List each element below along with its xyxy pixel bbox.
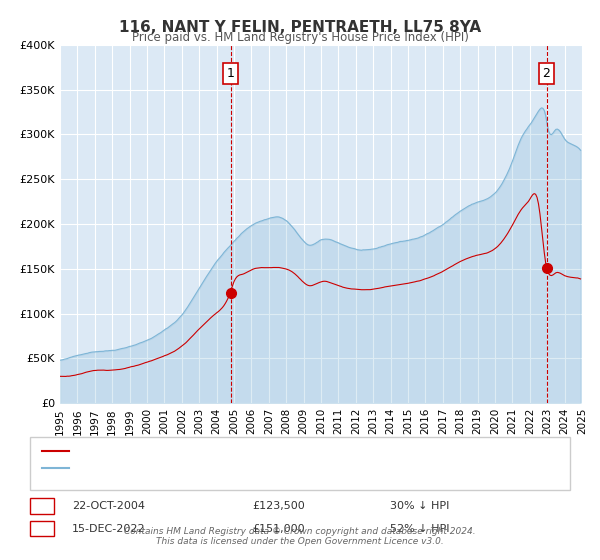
Text: 2: 2 (38, 522, 46, 535)
Text: 52% ↓ HPI: 52% ↓ HPI (390, 524, 449, 534)
Text: 22-OCT-2004: 22-OCT-2004 (72, 501, 145, 511)
Text: £151,000: £151,000 (252, 524, 305, 534)
Text: 2: 2 (542, 67, 550, 80)
Text: 116, NANT Y FELIN, PENTRAETH, LL75 8YA: 116, NANT Y FELIN, PENTRAETH, LL75 8YA (119, 20, 481, 35)
Text: HPI: Average price, detached house, Isle of Anglesey: HPI: Average price, detached house, Isle… (72, 463, 347, 473)
Text: 15-DEC-2022: 15-DEC-2022 (72, 524, 146, 534)
Text: £123,500: £123,500 (252, 501, 305, 511)
Text: 1: 1 (38, 500, 46, 513)
Text: 1: 1 (227, 67, 235, 80)
Text: 30% ↓ HPI: 30% ↓ HPI (390, 501, 449, 511)
Text: Price paid vs. HM Land Registry's House Price Index (HPI): Price paid vs. HM Land Registry's House … (131, 31, 469, 44)
Text: 116, NANT Y FELIN, PENTRAETH, LL75 8YA (detached house): 116, NANT Y FELIN, PENTRAETH, LL75 8YA (… (72, 446, 386, 456)
Text: Contains HM Land Registry data © Crown copyright and database right 2024.
This d: Contains HM Land Registry data © Crown c… (124, 526, 476, 546)
